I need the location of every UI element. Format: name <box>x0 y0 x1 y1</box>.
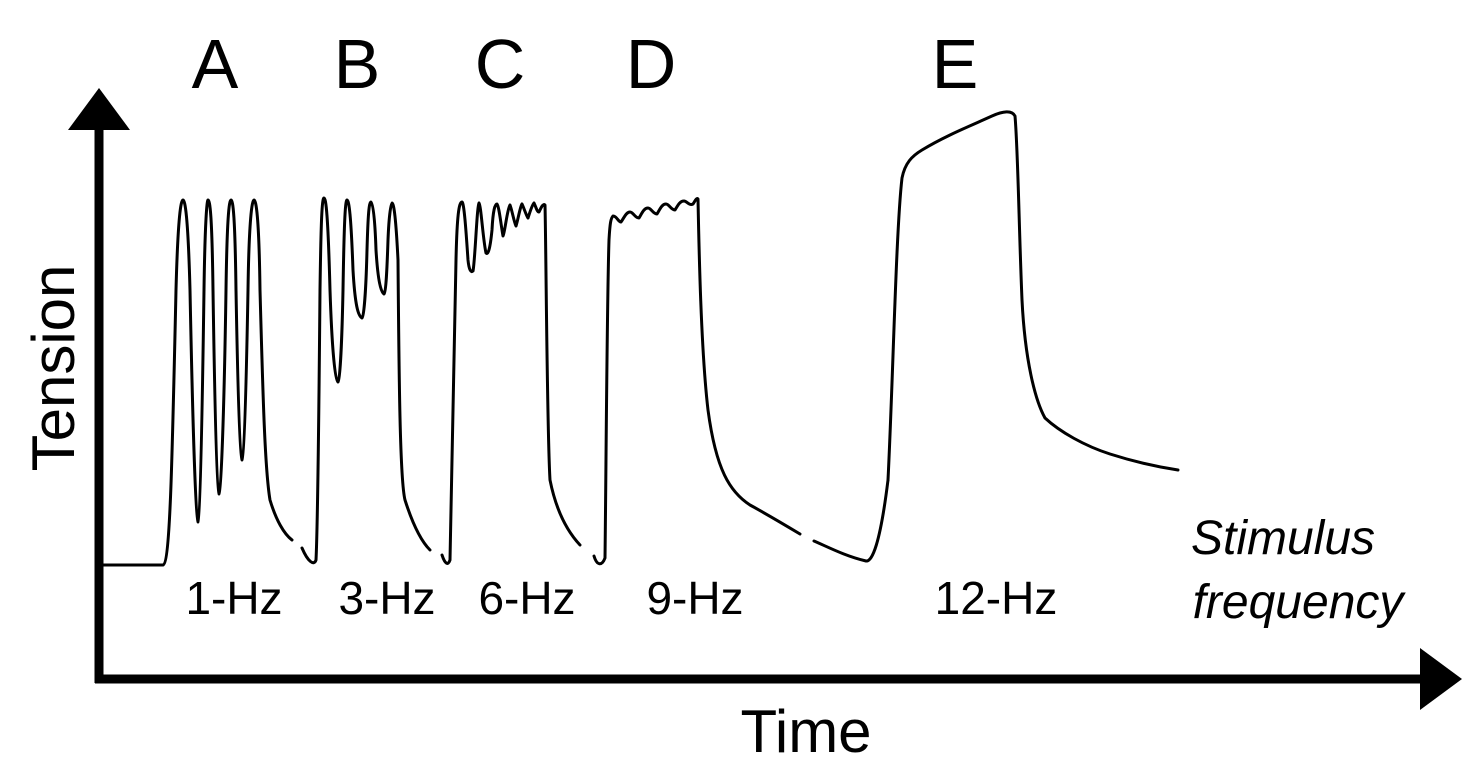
stimulus-label-line1: Stimulus <box>1191 512 1375 565</box>
stimulus-label-line2: frequency <box>1193 576 1407 629</box>
panel-letter-d: D <box>626 25 677 103</box>
trace-d-2 <box>812 478 890 563</box>
trace-d-1 <box>592 197 802 566</box>
y-axis-label: Tension <box>20 265 87 472</box>
frequency-label-d: 9-Hz <box>646 572 743 624</box>
trace-a-1hz <box>101 198 294 567</box>
frequency-label-b: 3-Hz <box>338 572 435 624</box>
trace-c-1 <box>440 200 582 565</box>
panel-letter-b: B <box>334 25 381 103</box>
x-axis-label: Time <box>740 698 871 765</box>
x-axis-arrowhead <box>1420 648 1462 710</box>
panel-letter-a: A <box>192 25 239 103</box>
frequency-label-c: 6-Hz <box>478 572 575 624</box>
axes <box>68 88 1462 710</box>
y-axis-arrowhead <box>68 88 130 130</box>
frequency-label-a: 1-Hz <box>185 572 282 624</box>
tension-traces <box>101 110 1180 567</box>
panel-letter-c: C <box>475 25 526 103</box>
trace-e-1 <box>886 110 1180 482</box>
panel-letter-e: E <box>932 25 979 103</box>
frequency-label-e: 12-Hz <box>935 572 1058 624</box>
trace-b-1 <box>300 196 432 565</box>
